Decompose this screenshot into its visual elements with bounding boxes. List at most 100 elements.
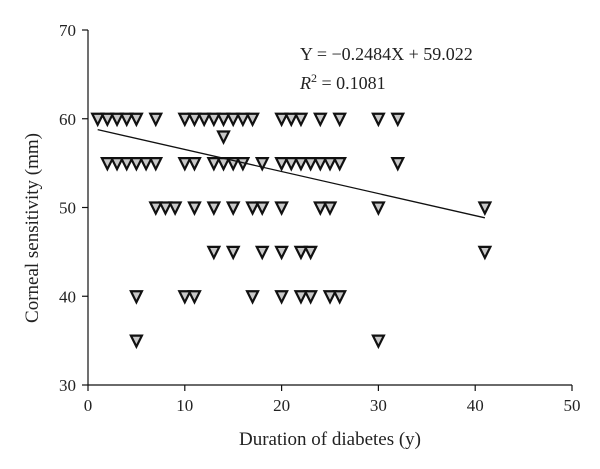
point-marker xyxy=(254,245,270,261)
data-point xyxy=(254,201,270,216)
point-marker xyxy=(284,112,299,128)
data-point xyxy=(371,201,386,216)
point-marker xyxy=(177,157,193,172)
data-point xyxy=(100,112,115,128)
data-point xyxy=(225,245,241,261)
point-marker xyxy=(129,290,144,305)
point-marker xyxy=(206,112,222,128)
point-marker xyxy=(206,201,222,216)
data-point xyxy=(274,245,289,261)
point-marker xyxy=(187,201,202,216)
data-point xyxy=(245,290,260,305)
point-marker xyxy=(293,290,309,305)
point-marker xyxy=(303,245,318,261)
data-point xyxy=(109,112,125,128)
point-marker xyxy=(167,201,183,216)
point-marker xyxy=(313,112,328,128)
point-marker xyxy=(216,130,231,145)
point-marker xyxy=(206,245,222,261)
data-point xyxy=(167,201,183,216)
point-marker xyxy=(322,290,338,305)
data-point xyxy=(90,112,105,128)
point-marker xyxy=(477,245,493,261)
data-point xyxy=(332,157,347,172)
data-point xyxy=(303,245,318,261)
x-tick-label: 40 xyxy=(467,396,484,415)
y-tick-label: 50 xyxy=(59,199,76,218)
data-point xyxy=(313,112,328,128)
point-marker xyxy=(371,201,386,216)
regression-equation: Y = −0.2484X + 59.022 xyxy=(300,44,473,64)
data-point xyxy=(216,130,231,145)
point-marker xyxy=(245,201,260,216)
point-marker xyxy=(148,157,164,172)
x-tick-label: 50 xyxy=(564,396,581,415)
point-marker xyxy=(187,112,202,128)
point-marker xyxy=(235,112,251,128)
point-marker xyxy=(245,112,260,128)
data-point xyxy=(313,157,328,172)
data-point xyxy=(129,334,144,350)
point-marker xyxy=(100,112,115,128)
point-marker xyxy=(322,201,338,216)
point-marker xyxy=(313,201,328,216)
point-marker xyxy=(225,245,241,261)
data-point xyxy=(274,112,289,128)
data-point xyxy=(371,334,386,350)
data-point xyxy=(148,112,164,128)
point-marker xyxy=(196,112,212,128)
data-point xyxy=(206,157,222,172)
point-marker xyxy=(129,334,144,350)
point-marker xyxy=(390,112,406,128)
point-marker xyxy=(138,157,154,172)
point-marker xyxy=(109,157,125,172)
data-point xyxy=(322,201,338,216)
data-point xyxy=(303,157,318,172)
point-marker xyxy=(303,290,318,305)
point-marker xyxy=(371,112,386,128)
data-point xyxy=(235,112,251,128)
y-ticks: 30 40 50 60 70 xyxy=(59,21,88,395)
point-marker xyxy=(293,157,309,172)
data-point xyxy=(245,201,260,216)
data-point xyxy=(225,112,241,128)
data-points xyxy=(90,112,493,350)
point-marker xyxy=(148,112,164,128)
data-point xyxy=(284,112,299,128)
data-point xyxy=(177,112,193,128)
data-point xyxy=(477,201,493,216)
point-marker xyxy=(313,157,328,172)
data-point xyxy=(196,112,212,128)
data-point xyxy=(100,157,115,172)
x-tick-label: 10 xyxy=(176,396,193,415)
x-tick-label: 30 xyxy=(370,396,387,415)
point-marker xyxy=(100,157,115,172)
data-point xyxy=(177,290,193,305)
data-point xyxy=(148,201,164,216)
data-point xyxy=(293,290,309,305)
point-marker xyxy=(216,112,231,128)
data-point xyxy=(129,290,144,305)
point-marker xyxy=(274,290,289,305)
data-point xyxy=(274,290,289,305)
point-marker xyxy=(254,201,270,216)
point-marker xyxy=(274,157,289,172)
data-point xyxy=(322,157,338,172)
axes: 0 10 20 30 40 50 30 40 50 60 70 xyxy=(59,21,581,415)
point-marker xyxy=(284,157,299,172)
data-point xyxy=(274,157,289,172)
point-marker xyxy=(274,112,289,128)
data-point xyxy=(293,245,309,261)
point-marker xyxy=(245,290,260,305)
x-tick-label: 0 xyxy=(84,396,93,415)
y-tick-label: 60 xyxy=(59,110,76,129)
data-point xyxy=(293,157,309,172)
point-marker xyxy=(129,157,144,172)
x-tick-label: 20 xyxy=(273,396,290,415)
point-marker xyxy=(158,201,173,216)
point-marker xyxy=(332,290,347,305)
point-marker xyxy=(477,201,493,216)
data-point xyxy=(206,245,222,261)
data-point xyxy=(206,112,222,128)
